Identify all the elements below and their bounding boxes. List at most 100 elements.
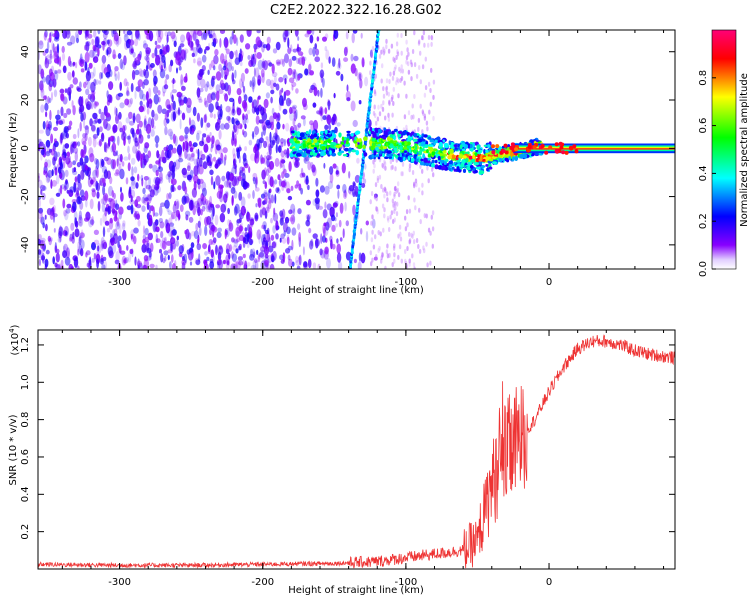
heatmap-cell bbox=[405, 124, 408, 130]
heatmap-cell bbox=[126, 98, 132, 108]
heatmap-cell bbox=[363, 152, 368, 157]
heatmap-cell bbox=[115, 203, 120, 210]
heatmap-cell bbox=[249, 254, 255, 261]
heatmap-cell bbox=[42, 185, 47, 191]
heatmap-cell bbox=[256, 229, 262, 240]
heatmap-cell bbox=[370, 237, 374, 243]
heatmap-cell bbox=[211, 135, 215, 145]
heatmap-cell bbox=[94, 101, 99, 106]
heatmap-cell bbox=[431, 162, 435, 168]
heatmap-cell bbox=[456, 166, 460, 171]
y-tick-label: 1.2 bbox=[20, 337, 31, 353]
heatmap-cell bbox=[54, 245, 58, 254]
heatmap-cell bbox=[151, 52, 155, 59]
heatmap-cell bbox=[108, 81, 114, 91]
heatmap-cell bbox=[120, 61, 126, 71]
heatmap-cell bbox=[225, 105, 231, 113]
heatmap-cell bbox=[348, 185, 355, 192]
heatmap-cell bbox=[246, 211, 251, 222]
x-tick-label: 0 bbox=[546, 577, 552, 588]
heatmap-cell bbox=[372, 168, 375, 174]
heatmap-cell bbox=[80, 229, 84, 240]
heatmap-cell bbox=[488, 166, 493, 170]
heatmap-cell bbox=[202, 161, 208, 170]
heatmap-cell bbox=[289, 217, 294, 222]
heatmap-cell bbox=[105, 112, 111, 118]
heatmap-cell bbox=[393, 58, 396, 63]
heatmap-cell bbox=[449, 148, 454, 154]
heatmap-cell bbox=[40, 149, 45, 156]
heatmap-cell bbox=[385, 249, 389, 255]
heatmap-cell bbox=[55, 252, 60, 263]
heatmap-cell bbox=[143, 255, 149, 262]
heatmap-cell bbox=[392, 70, 396, 76]
heatmap-cell bbox=[374, 193, 377, 199]
heatmap-cell bbox=[199, 140, 205, 147]
heatmap-cell bbox=[393, 142, 397, 147]
heatmap-cell bbox=[269, 176, 274, 188]
heatmap-cell bbox=[381, 203, 385, 209]
heatmap-cell bbox=[281, 58, 286, 67]
heatmap-cell bbox=[509, 145, 514, 150]
colorbar-tick-label: 0.4 bbox=[698, 165, 709, 181]
heatmap-cell bbox=[426, 149, 429, 154]
heatmap-cell bbox=[155, 54, 161, 66]
heatmap-cell bbox=[190, 30, 195, 38]
heatmap-cell bbox=[249, 218, 255, 226]
heatmap-cell bbox=[208, 222, 214, 230]
heatmap-cell bbox=[114, 259, 120, 265]
heatmap-cell bbox=[149, 63, 155, 68]
heatmap-cell bbox=[53, 36, 60, 42]
heatmap-cell bbox=[164, 218, 168, 229]
heatmap-cell bbox=[384, 265, 387, 269]
heatmap-cell bbox=[354, 67, 358, 77]
heatmap-cell bbox=[312, 102, 317, 108]
heatmap-cell bbox=[252, 177, 255, 182]
heatmap-cell bbox=[254, 258, 258, 264]
heatmap-cell bbox=[462, 155, 467, 159]
heatmap-cell bbox=[114, 66, 119, 72]
heatmap-cell bbox=[208, 244, 211, 253]
heatmap-cell bbox=[203, 30, 208, 38]
heatmap-cell bbox=[231, 251, 234, 259]
heatmap-cell bbox=[242, 113, 245, 121]
heatmap-cell bbox=[305, 175, 309, 186]
heatmap-cell bbox=[387, 217, 390, 223]
heatmap-cell bbox=[430, 214, 433, 220]
heatmap-cell bbox=[117, 71, 120, 81]
heatmap-cell bbox=[168, 149, 173, 158]
heatmap-cell bbox=[329, 172, 334, 184]
heatmap-cell bbox=[108, 250, 114, 259]
heatmap-cell bbox=[171, 170, 175, 180]
heatmap-cell bbox=[47, 235, 51, 242]
heatmap-cell bbox=[421, 35, 425, 41]
heatmap-cell bbox=[236, 218, 242, 224]
heatmap-cell bbox=[233, 240, 238, 248]
heatmap-cell bbox=[498, 157, 503, 162]
heatmap-cell bbox=[172, 100, 176, 111]
heatmap-cell bbox=[142, 43, 149, 49]
heatmap-cell bbox=[540, 144, 545, 148]
heatmap-cell bbox=[242, 236, 246, 243]
heatmap-cell bbox=[120, 250, 126, 255]
heatmap-cell bbox=[102, 41, 105, 51]
heatmap-cell bbox=[401, 171, 404, 177]
heatmap-cell bbox=[78, 236, 82, 246]
heatmap-cell bbox=[219, 191, 224, 203]
heatmap-cell bbox=[141, 177, 144, 187]
heatmap-cell bbox=[396, 51, 400, 57]
heatmap-cell bbox=[185, 132, 188, 141]
heatmap-cell bbox=[51, 169, 54, 177]
heatmap-cell bbox=[429, 230, 432, 236]
heatmap-cell bbox=[404, 258, 407, 264]
heatmap-cell bbox=[234, 261, 239, 268]
heatmap-cell bbox=[475, 166, 481, 170]
heatmap-cell bbox=[289, 111, 294, 121]
heatmap-cell bbox=[263, 245, 270, 256]
heatmap-cell bbox=[116, 158, 119, 167]
heatmap-cell bbox=[239, 78, 243, 89]
heatmap-cell bbox=[336, 252, 342, 263]
heatmap-cell bbox=[215, 204, 221, 209]
heatmap-cell bbox=[248, 96, 253, 103]
heatmap-cell bbox=[429, 260, 432, 266]
